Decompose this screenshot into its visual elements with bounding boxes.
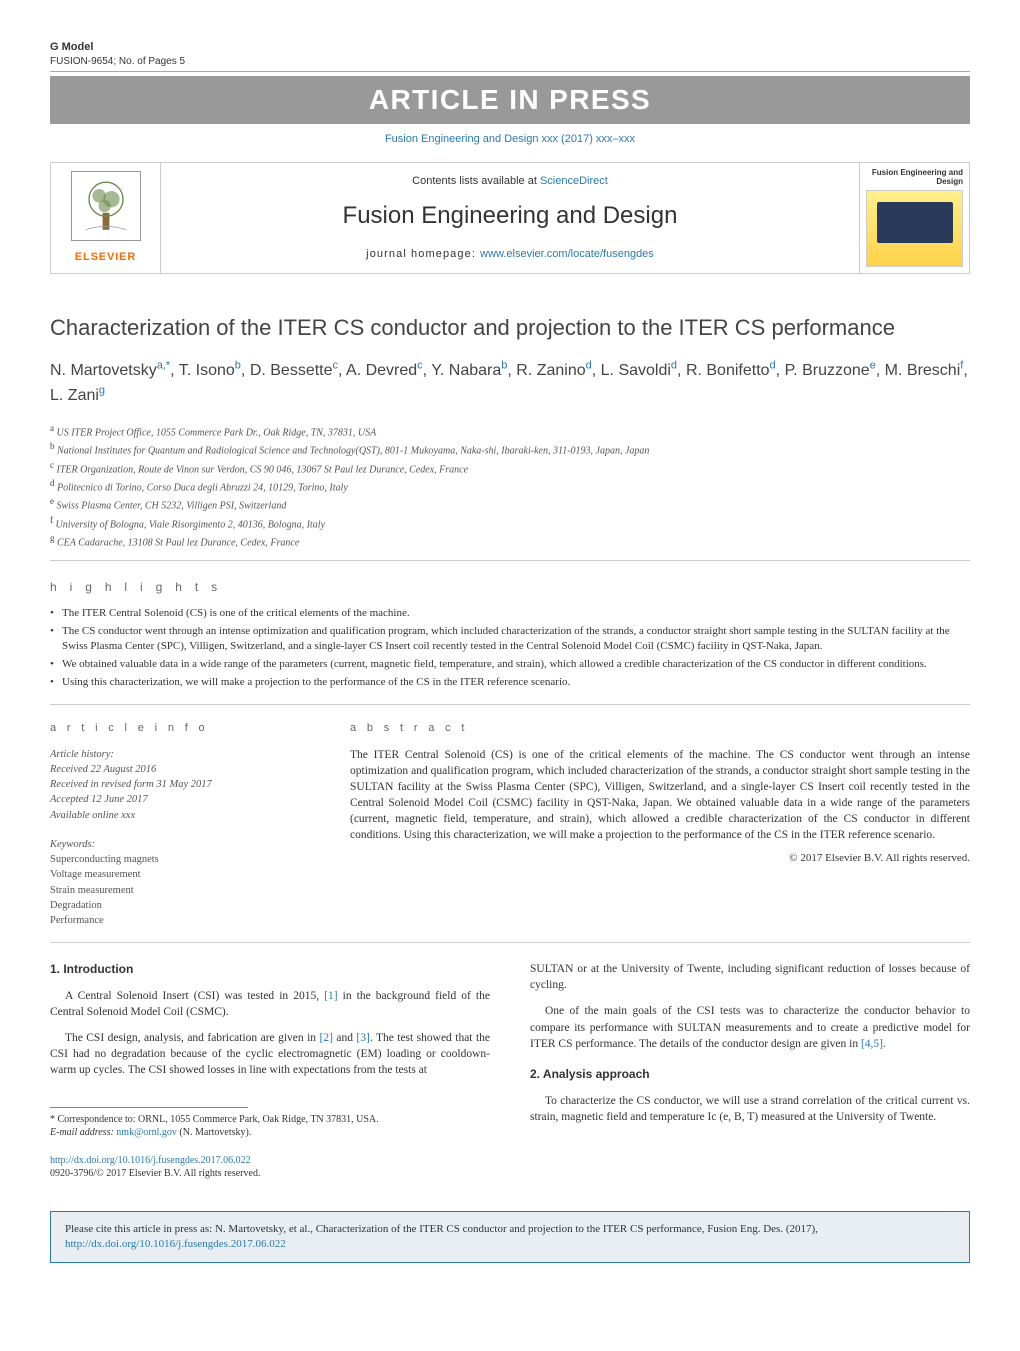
sciencedirect-link[interactable]: ScienceDirect	[540, 175, 608, 187]
article-in-press-banner: ARTICLE IN PRESS	[50, 76, 970, 123]
ref-link[interactable]: [4,5]	[861, 1038, 883, 1050]
journal-cover-thumbnail: Fusion Engineering and Design	[859, 163, 969, 273]
keyword: Degradation	[50, 898, 310, 913]
keyword: Superconducting magnets	[50, 852, 310, 867]
email-link[interactable]: nmk@ornl.gov	[116, 1127, 177, 1138]
elsevier-logo: ELSEVIER	[51, 163, 161, 273]
article-title: Characterization of the ITER CS conducto…	[50, 314, 970, 342]
history-line: Received 22 August 2016	[50, 762, 310, 777]
doi-link[interactable]: http://dx.doi.org/10.1016/j.fusengdes.20…	[50, 1154, 490, 1168]
homepage-url[interactable]: www.elsevier.com/locate/fusengdes	[480, 248, 654, 260]
cite-doi-link[interactable]: http://dx.doi.org/10.1016/j.fusengdes.20…	[65, 1238, 286, 1250]
body-paragraph: The CSI design, analysis, and fabricatio…	[50, 1030, 490, 1078]
body-left-column: 1. Introduction A Central Solenoid Inser…	[50, 961, 490, 1180]
cover-label: Fusion Engineering and Design	[866, 169, 963, 187]
ref-link[interactable]: [3]	[356, 1032, 369, 1044]
affiliation: f University of Bologna, Viale Risorgime…	[50, 514, 970, 532]
body-paragraph: One of the main goals of the CSI tests w…	[530, 1003, 970, 1051]
article-history: Article history: Received 22 August 2016…	[50, 747, 310, 823]
affiliation: d Politecnico di Torino, Corso Duca degl…	[50, 477, 970, 495]
author: , Y. Nabarab	[423, 362, 508, 379]
affiliation: e Swiss Plasma Center, CH 5232, Villigen…	[50, 495, 970, 513]
section-2-head: 2. Analysis approach	[530, 1066, 970, 1083]
section-1-head: 1. Introduction	[50, 961, 490, 978]
journal-title: Fusion Engineering and Design	[171, 199, 849, 233]
body-paragraph: SULTAN or at the University of Twente, i…	[530, 961, 970, 993]
ref-link[interactable]: [1]	[324, 990, 337, 1002]
highlight-item: Using this characterization, we will mak…	[50, 675, 970, 690]
history-line: Accepted 12 June 2017	[50, 792, 310, 807]
journal-reference[interactable]: Fusion Engineering and Design xxx (2017)…	[50, 132, 970, 147]
gmodel-label: G Model	[50, 40, 185, 55]
keyword: Voltage measurement	[50, 867, 310, 882]
affiliations: a US ITER Project Office, 1055 Commerce …	[50, 422, 970, 561]
keyword: Performance	[50, 913, 310, 928]
keyword: Strain measurement	[50, 883, 310, 898]
abstract-copyright: © 2017 Elsevier B.V. All rights reserved…	[350, 851, 970, 866]
author: , T. Isonob	[170, 362, 241, 379]
highlights-head: h i g h l i g h t s	[50, 579, 970, 596]
affiliation: a US ITER Project Office, 1055 Commerce …	[50, 422, 970, 440]
author: , L. Savoldid	[592, 362, 677, 379]
footnote-rule	[50, 1107, 248, 1108]
author-list: N. Martovetskya,*, T. Isonob, D. Bessett…	[50, 357, 970, 408]
author: , A. Devredc	[338, 362, 423, 379]
masthead: ELSEVIER Contents lists available at Sci…	[50, 162, 970, 274]
cite-this-article-box: Please cite this article in press as: N.…	[50, 1211, 970, 1264]
affiliation: c ITER Organization, Route de Vinon sur …	[50, 459, 970, 477]
gmodel-block: G Model FUSION-9654; No. of Pages 5	[50, 40, 185, 69]
journal-homepage: journal homepage: www.elsevier.com/locat…	[171, 247, 849, 262]
highlight-item: We obtained valuable data in a wide rang…	[50, 657, 970, 672]
elsevier-wordmark: ELSEVIER	[75, 250, 136, 265]
correspondence-footnote: * Correspondence to: ORNL, 1055 Commerce…	[50, 1113, 490, 1140]
abstract-head: a b s t r a c t	[350, 721, 970, 736]
elsevier-tree-icon	[71, 171, 141, 241]
article-info-head: a r t i c l e i n f o	[50, 721, 310, 736]
affiliation: b National Institutes for Quantum and Ra…	[50, 440, 970, 458]
history-line: Received in revised form 31 May 2017	[50, 777, 310, 792]
highlights-list: The ITER Central Solenoid (CS) is one of…	[50, 606, 970, 705]
author: , M. Breschif	[876, 362, 964, 379]
keywords-block: Keywords: Superconducting magnetsVoltage…	[50, 837, 310, 928]
author: N. Martovetskya,*	[50, 362, 170, 379]
cover-image-icon	[866, 190, 963, 267]
body-right-column: SULTAN or at the University of Twente, i…	[530, 961, 970, 1180]
history-line: Available online xxx	[50, 808, 310, 823]
author: , R. Zaninod	[507, 362, 591, 379]
contents-available: Contents lists available at ScienceDirec…	[171, 174, 849, 189]
body-paragraph: A Central Solenoid Insert (CSI) was test…	[50, 988, 490, 1020]
abstract-text: The ITER Central Solenoid (CS) is one of…	[350, 747, 970, 844]
gmodel-sub: FUSION-9654; No. of Pages 5	[50, 55, 185, 69]
highlight-item: The CS conductor went through an intense…	[50, 624, 970, 654]
author: , R. Bonifettod	[677, 362, 776, 379]
doi-block: http://dx.doi.org/10.1016/j.fusengdes.20…	[50, 1154, 490, 1181]
affiliation: g CEA Cadarache, 13108 St Paul lez Duran…	[50, 532, 970, 550]
highlight-item: The ITER Central Solenoid (CS) is one of…	[50, 606, 970, 621]
body-paragraph: To characterize the CS conductor, we wil…	[530, 1093, 970, 1125]
author: , D. Bessettec	[241, 362, 338, 379]
author: , P. Bruzzonee	[776, 362, 876, 379]
ref-link[interactable]: [2]	[319, 1032, 332, 1044]
